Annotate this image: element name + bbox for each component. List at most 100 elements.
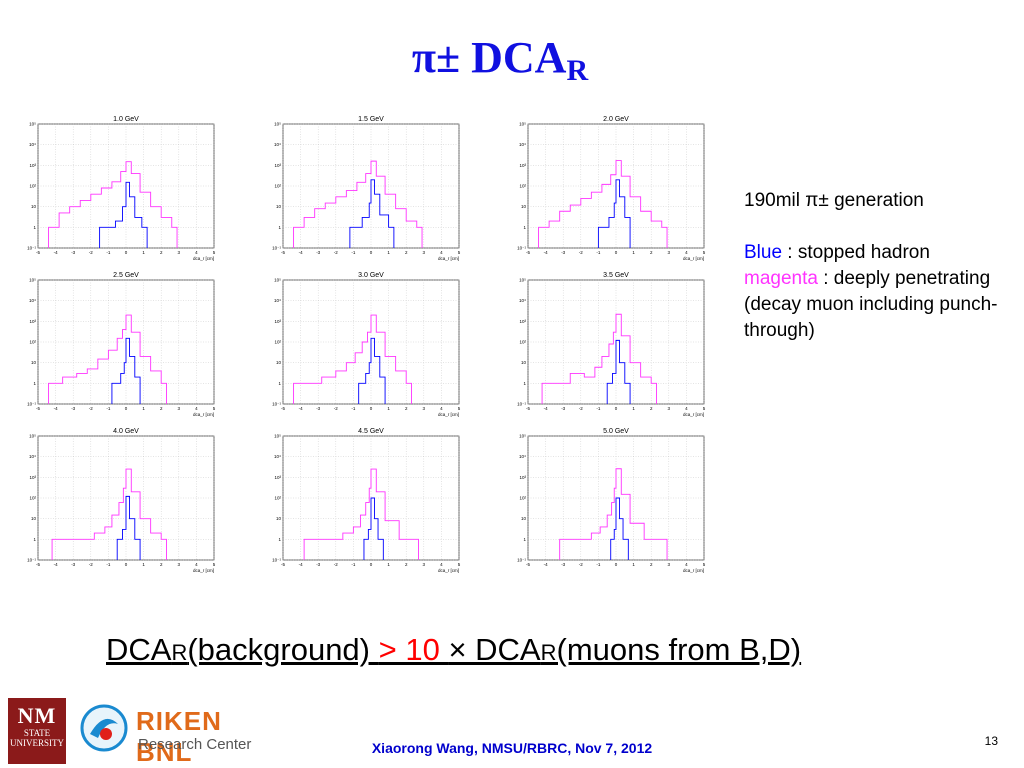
histogram-svg: 3.0 GeV -5 -4 -3 -2 -1 0 1 2 3 4 5 10⁻¹ 1 10 10² 10³ 10⁴ 1… bbox=[272, 272, 461, 417]
y-tick-label: 10³ bbox=[274, 319, 281, 324]
x-tick-label: 3 bbox=[178, 250, 181, 255]
y-tick-label: 10⁻¹ bbox=[27, 558, 36, 563]
panel-title: 5.0 GeV bbox=[603, 428, 629, 435]
y-tick-label: 10⁴ bbox=[519, 298, 526, 303]
x-axis-label: dca_r [cm] bbox=[193, 568, 214, 573]
x-tick-label: 5 bbox=[213, 406, 216, 411]
x-tick-label: -2 bbox=[334, 250, 338, 255]
histogram-series bbox=[293, 314, 412, 404]
histogram-panel: 5.0 GeV -5 -4 -3 -2 -1 0 1 2 3 4 5 10⁻¹ 1 10 10² 10³ 10⁴ 1… bbox=[510, 424, 710, 584]
y-tick-label: 10⁻¹ bbox=[272, 402, 281, 407]
y-tick-label: 10⁻¹ bbox=[27, 402, 36, 407]
x-tick-label: -4 bbox=[299, 562, 303, 567]
x-tick-label: 3 bbox=[423, 250, 426, 255]
histogram-svg: 1.5 GeV -5 -4 -3 -2 -1 0 1 2 3 4 5 10⁻¹ 1 10 10² 10³ 10⁴ 1… bbox=[272, 116, 461, 261]
x-tick-label: -3 bbox=[71, 406, 75, 411]
x-tick-label: 0 bbox=[615, 562, 618, 567]
x-tick-label: -1 bbox=[106, 250, 110, 255]
x-tick-label: -4 bbox=[544, 250, 548, 255]
x-tick-label: 0 bbox=[370, 250, 373, 255]
histogram-svg: 4.5 GeV -5 -4 -3 -2 -1 0 1 2 3 4 5 10⁻¹ 1 10 10² 10³ 10⁴ 1… bbox=[272, 428, 461, 573]
histogram-svg: 2.0 GeV -5 -4 -3 -2 -1 0 1 2 3 4 5 10⁻¹ 1 10 10² 10³ 10⁴ 1… bbox=[517, 116, 706, 261]
y-tick-label: 10 bbox=[521, 516, 527, 521]
histogram-panel: 3.5 GeV -5 -4 -3 -2 -1 0 1 2 3 4 5 10⁻¹ 1 10 10² 10³ 10⁴ 1… bbox=[510, 268, 710, 428]
histogram-series bbox=[303, 468, 419, 560]
histogram-series bbox=[293, 160, 423, 248]
histogram-panel: 4.0 GeV -5 -4 -3 -2 -1 0 1 2 3 4 5 10⁻¹ 1 10 10² 10³ 10⁴ 1… bbox=[20, 424, 220, 584]
histogram-series bbox=[116, 495, 141, 560]
highlight-factor: > 10 bbox=[378, 632, 449, 667]
x-tick-label: -1 bbox=[351, 250, 355, 255]
y-tick-label: 10 bbox=[31, 516, 37, 521]
riken-sub: Research Center bbox=[138, 736, 252, 753]
x-tick-label: -2 bbox=[579, 250, 583, 255]
x-tick-label: -4 bbox=[54, 562, 58, 567]
panel-title: 2.5 GeV bbox=[113, 272, 139, 279]
x-tick-label: -1 bbox=[106, 562, 110, 567]
x-tick-label: -5 bbox=[36, 562, 40, 567]
y-tick-label: 10⁴ bbox=[274, 298, 281, 303]
x-tick-label: -1 bbox=[596, 562, 600, 567]
x-tick-label: 2 bbox=[160, 406, 163, 411]
y-tick-label: 10² bbox=[29, 496, 36, 501]
x-tick-label: -1 bbox=[351, 562, 355, 567]
x-tick-label: 3 bbox=[178, 406, 181, 411]
x-tick-label: -2 bbox=[579, 406, 583, 411]
x-tick-label: 4 bbox=[440, 406, 443, 411]
y-tick-label: 10² bbox=[29, 340, 36, 345]
x-axis-label: dca_r [cm] bbox=[683, 568, 704, 573]
x-tick-label: -4 bbox=[544, 562, 548, 567]
y-tick-label: 1 bbox=[33, 537, 36, 542]
x-tick-label: 1 bbox=[632, 250, 635, 255]
x-tick-label: -4 bbox=[54, 406, 58, 411]
x-tick-label: 3 bbox=[668, 562, 671, 567]
y-tick-label: 10⁴ bbox=[519, 454, 526, 459]
x-tick-label: 1 bbox=[387, 406, 390, 411]
y-tick-label: 10⁵ bbox=[519, 278, 526, 283]
x-tick-label: 0 bbox=[370, 406, 373, 411]
legend-note: (decay muon including punch-through) bbox=[744, 294, 998, 341]
x-tick-label: 0 bbox=[125, 250, 128, 255]
x-tick-label: -5 bbox=[526, 562, 530, 567]
x-tick-label: 4 bbox=[685, 562, 688, 567]
x-tick-label: 4 bbox=[685, 406, 688, 411]
histogram-series bbox=[358, 337, 386, 404]
x-tick-label: 4 bbox=[195, 250, 198, 255]
x-tick-label: 2 bbox=[160, 562, 163, 567]
x-tick-label: 0 bbox=[125, 406, 128, 411]
y-tick-label: 10⁻¹ bbox=[517, 558, 526, 563]
x-tick-label: 3 bbox=[178, 562, 181, 567]
x-tick-label: -5 bbox=[526, 406, 530, 411]
y-tick-label: 10³ bbox=[29, 475, 36, 480]
y-tick-label: 10² bbox=[274, 184, 281, 189]
x-axis-label: dca_r [cm] bbox=[438, 412, 459, 417]
histogram-panel: 3.0 GeV -5 -4 -3 -2 -1 0 1 2 3 4 5 10⁻¹ 1 10 10² 10³ 10⁴ 1… bbox=[265, 268, 465, 428]
y-tick-label: 10⁵ bbox=[274, 122, 281, 127]
histogram-series bbox=[541, 313, 657, 404]
histogram-series bbox=[99, 181, 148, 248]
y-tick-label: 10⁻¹ bbox=[517, 246, 526, 251]
x-tick-label: -3 bbox=[561, 406, 565, 411]
x-tick-label: -1 bbox=[596, 406, 600, 411]
y-tick-label: 10³ bbox=[519, 319, 526, 324]
histogram-series bbox=[606, 339, 631, 404]
y-tick-label: 10⁴ bbox=[29, 454, 36, 459]
x-tick-label: -2 bbox=[89, 250, 93, 255]
page-number: 13 bbox=[984, 734, 998, 748]
legend-magenta-word: magenta bbox=[744, 268, 818, 289]
x-axis-label: dca_r [cm] bbox=[683, 256, 704, 261]
y-tick-label: 10² bbox=[274, 340, 281, 345]
y-tick-label: 10⁴ bbox=[274, 142, 281, 147]
histogram-series bbox=[363, 497, 384, 560]
y-tick-label: 10⁻¹ bbox=[27, 246, 36, 251]
y-tick-label: 10⁴ bbox=[274, 454, 281, 459]
x-tick-label: -3 bbox=[71, 250, 75, 255]
y-tick-label: 1 bbox=[278, 381, 281, 386]
x-tick-label: -5 bbox=[526, 250, 530, 255]
histogram-series bbox=[111, 337, 141, 404]
x-tick-label: -3 bbox=[561, 250, 565, 255]
x-tick-label: -2 bbox=[89, 562, 93, 567]
footer-credit: Xiaorong Wang, NMSU/RBRC, Nov 7, 2012 bbox=[371, 740, 653, 756]
x-axis-label: dca_r [cm] bbox=[683, 412, 704, 417]
x-tick-label: -5 bbox=[281, 250, 285, 255]
